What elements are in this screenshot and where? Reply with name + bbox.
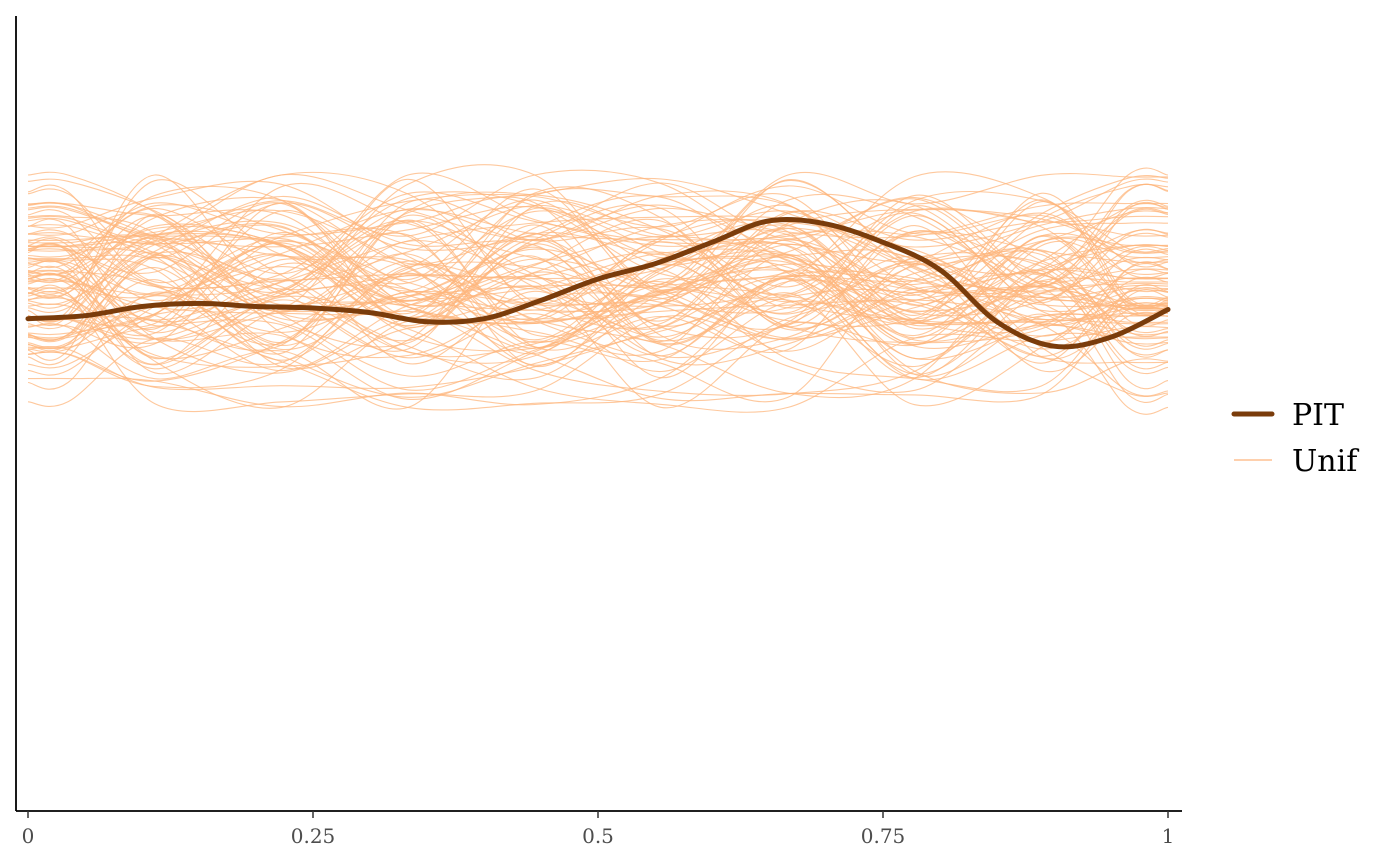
unif-curve bbox=[27, 267, 1169, 391]
unif-curve bbox=[27, 178, 1169, 306]
x-tick-label: 0.25 bbox=[291, 824, 336, 848]
x-axis-ticks: 0 0.25 0.5 0.75 1 bbox=[22, 811, 1175, 848]
unif-curve bbox=[27, 204, 1169, 346]
unif-curve bbox=[27, 272, 1169, 409]
unif-curve bbox=[27, 274, 1169, 415]
unif-curve bbox=[27, 198, 1169, 351]
unif-curve bbox=[27, 251, 1169, 403]
unif-curve bbox=[27, 215, 1169, 356]
unif-curve bbox=[27, 212, 1169, 331]
unif-curve bbox=[27, 219, 1169, 360]
unif-curve bbox=[27, 275, 1169, 409]
x-tick-label: 0.5 bbox=[582, 824, 614, 848]
x-tick-label: 1 bbox=[1162, 824, 1175, 848]
unif-curve bbox=[27, 269, 1169, 390]
unif-curve bbox=[27, 193, 1169, 315]
unif-curve bbox=[27, 271, 1169, 410]
unif-curve bbox=[27, 255, 1169, 403]
unif-curve bbox=[27, 282, 1169, 398]
legend-label-pit: PIT bbox=[1292, 398, 1344, 433]
unif-curve bbox=[27, 182, 1169, 293]
pit-curve bbox=[25, 217, 1171, 350]
unif-curve bbox=[27, 276, 1169, 408]
unif-curve bbox=[27, 195, 1169, 320]
x-tick-label: 0 bbox=[22, 824, 35, 848]
unif-curve bbox=[27, 230, 1169, 361]
legend-label-unif: Unif bbox=[1292, 444, 1359, 479]
unif-curve bbox=[27, 202, 1169, 330]
legend: PIT Unif bbox=[1231, 398, 1359, 479]
unif-curve bbox=[27, 229, 1169, 367]
unif-curve bbox=[27, 243, 1169, 375]
unif-curve bbox=[27, 172, 1169, 296]
unif-curve bbox=[27, 263, 1169, 407]
x-tick-label: 0.75 bbox=[861, 824, 906, 848]
unif-curve bbox=[27, 191, 1169, 320]
unif-curve bbox=[27, 179, 1169, 326]
unif-lines-group bbox=[27, 164, 1169, 415]
pit-line-group bbox=[25, 217, 1171, 350]
unif-curve bbox=[27, 191, 1169, 290]
unif-curve bbox=[27, 204, 1169, 282]
unif-curve bbox=[27, 273, 1169, 413]
unif-curve bbox=[27, 224, 1169, 368]
unif-curve bbox=[27, 164, 1169, 298]
unif-curve bbox=[27, 179, 1169, 328]
unif-curve bbox=[27, 206, 1169, 344]
unif-curve bbox=[27, 203, 1169, 345]
unif-curve bbox=[27, 210, 1169, 346]
unif-curve bbox=[27, 273, 1169, 397]
unif-curve bbox=[27, 217, 1169, 313]
